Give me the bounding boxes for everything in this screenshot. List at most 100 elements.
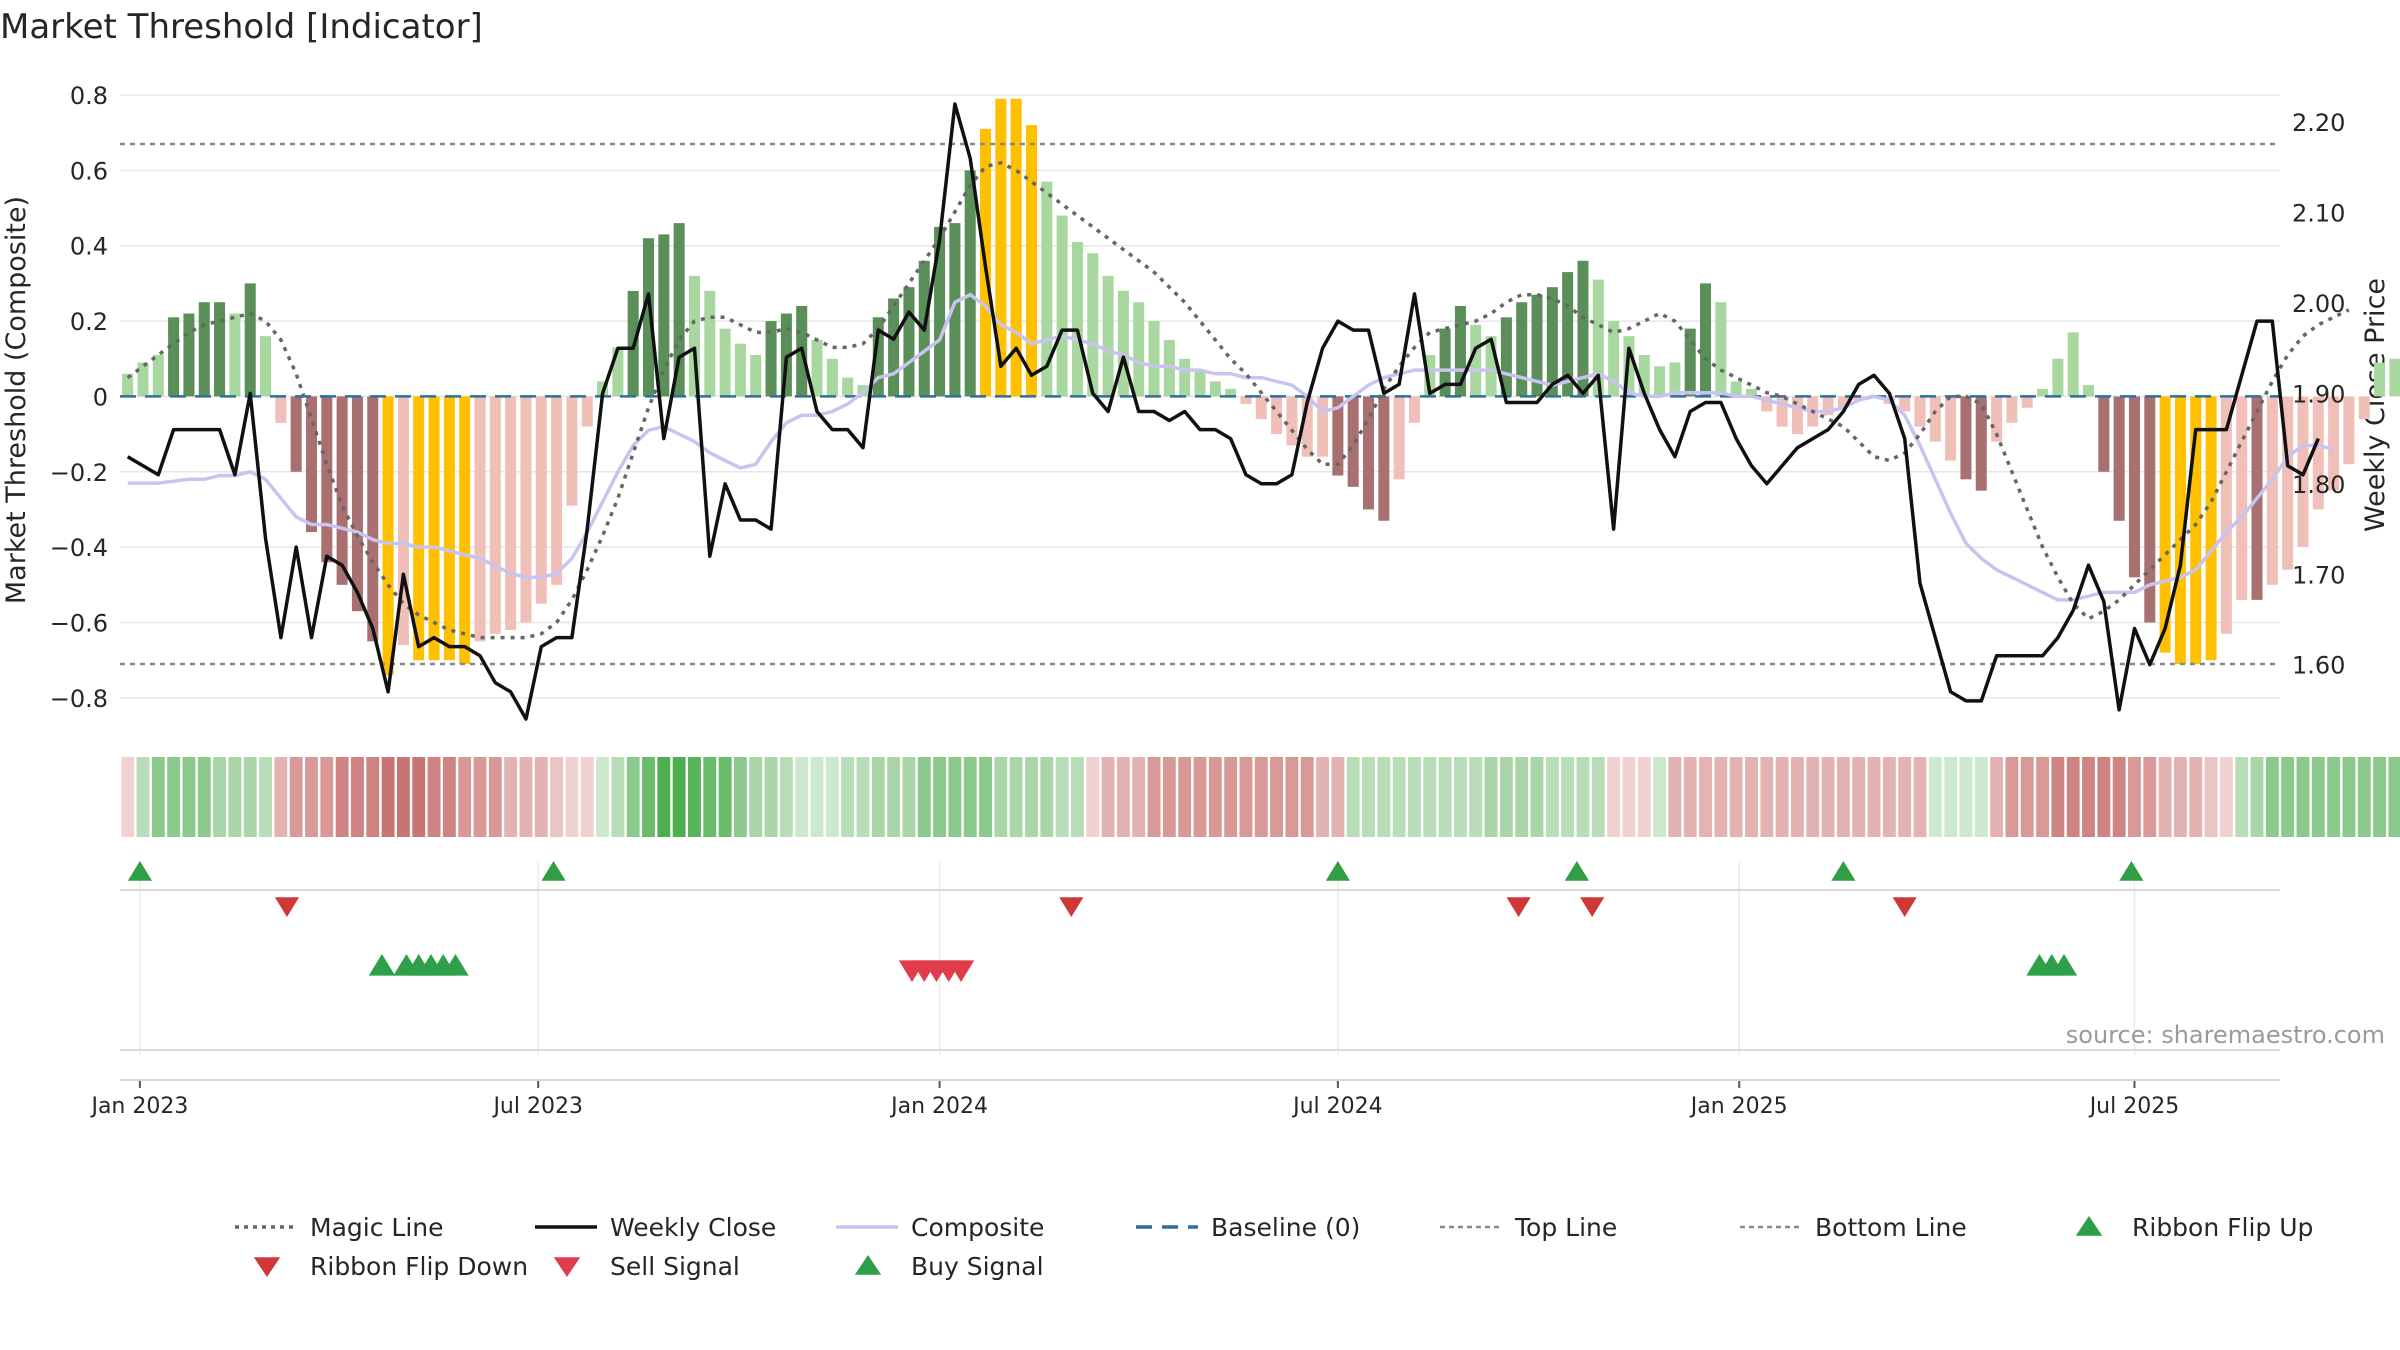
ribbon-cell [2189,757,2203,837]
x-tick-label: Jul 2023 [491,1094,583,1119]
buy-signal-marker [442,954,469,976]
legend-label: Weekly Close [610,1213,776,1242]
composite-bar [1286,396,1298,446]
composite-bar [1393,396,1405,480]
ribbon-cell [1147,757,1161,837]
composite-bar [1424,354,1436,397]
legend-item: Top Line [1440,1213,1617,1242]
y-tick-label-left: −0.4 [50,534,108,562]
legend-item: Ribbon Flip Up [2075,1213,2313,1242]
ribbon-cell [1377,757,1391,837]
ribbon-cell [841,757,855,837]
ribbon-cell [2036,757,2049,837]
composite-bar [336,396,348,585]
composite-bar [1362,396,1375,510]
ribbon-flip-up-marker [1831,861,1856,881]
ribbon-cell [917,757,931,837]
composite-bar [934,226,946,397]
ribbon-flip-up-marker [541,861,566,881]
buy-signal-marker [2050,954,2078,976]
ribbon-cell [1025,757,1038,837]
composite-bar [275,396,287,423]
composite-bar [2067,332,2079,397]
ribbon-cell [718,757,732,837]
ribbon-cell [596,757,609,837]
ribbon-cell [396,757,410,837]
ribbon-cell [335,757,349,837]
composite-bar [1577,260,1589,397]
composite-bar [719,328,731,397]
composite-bar [581,396,593,427]
y-tick-label-left: 0.8 [70,82,108,110]
ribbon-cell [274,757,288,837]
composite-bar [505,396,517,631]
composite-bar [152,354,164,397]
composite-bar [260,336,272,397]
composite-bar [1087,253,1099,397]
ribbon-cell [933,757,947,837]
sell-signal-marker [947,960,975,982]
y-tick-label-right: 1.70 [2292,561,2345,589]
composite-bar [244,283,256,397]
ribbon-flip-down-marker [1059,897,1084,917]
series-lines [120,102,2350,721]
composite-bar [1776,396,1788,427]
composite-bar [367,396,379,642]
ribbon-cell [259,757,272,837]
composite-bar [1010,98,1022,397]
composite-bar [2052,358,2064,397]
ribbon-cell [504,757,518,837]
ribbon-cell [2373,757,2387,837]
y-tick-label-left: 0.4 [70,233,108,261]
ribbon-cell [2020,757,2034,837]
ribbon-cell [657,757,671,837]
ribbon-cell [2158,757,2172,837]
composite-bar [2006,396,2018,423]
x-tick-label: Jan 2023 [89,1094,188,1119]
composite-bar [1837,396,1849,408]
composite-bar [1271,396,1283,435]
ribbon-cell [1162,757,1176,837]
composite-bar [811,339,823,397]
ribbon-cell [1132,757,1146,837]
composite-bar [1332,396,1344,476]
ribbon-cell [213,757,227,837]
legend: Magic Line Weekly Close Composite Baseline … [235,1213,2313,1281]
composite-bar [1960,396,1972,480]
legend-item: Ribbon Flip Down [253,1252,528,1281]
composite-bar [2282,396,2294,570]
ribbon-cell [1438,757,1452,837]
composite-bar [1056,215,1068,397]
composite-bar [1929,396,1941,442]
chart-title: Market Threshold [Indicator] [0,7,483,47]
legend-item: Bottom Line [1740,1213,1967,1242]
ribbon-cell [2265,757,2279,837]
composite-bar [2082,385,2095,397]
composite-bar [2159,396,2171,653]
ribbon-cell [1392,757,1406,837]
ribbon-cell [1453,757,1467,837]
composite-bar [2266,396,2278,585]
trend-ribbon [121,757,2400,837]
ribbon-cell [672,757,686,837]
composite-line [127,292,2335,602]
composite-bar [964,170,976,397]
ribbon-cell [871,757,885,837]
ribbon-cell [1408,757,1421,837]
composite-bar [2144,396,2156,623]
legend-item: Weekly Close [535,1213,776,1242]
legend-label: Sell Signal [610,1252,740,1281]
ribbon-cell [1116,757,1130,837]
composite-bar [1684,328,1696,397]
ribbon-cell [1607,757,1621,837]
ribbon-cell [1285,757,1299,837]
composite-bar [1041,181,1053,397]
y-tick-label-right: 2.20 [2292,109,2345,137]
ribbon-cell [228,757,242,837]
ribbon-cell [1699,757,1712,837]
composite-bar [612,347,624,397]
ribbon-cell [197,757,211,837]
ribbon-cell [1775,757,1789,837]
composite-bar [413,396,425,661]
ribbon-cell [1040,757,1054,837]
